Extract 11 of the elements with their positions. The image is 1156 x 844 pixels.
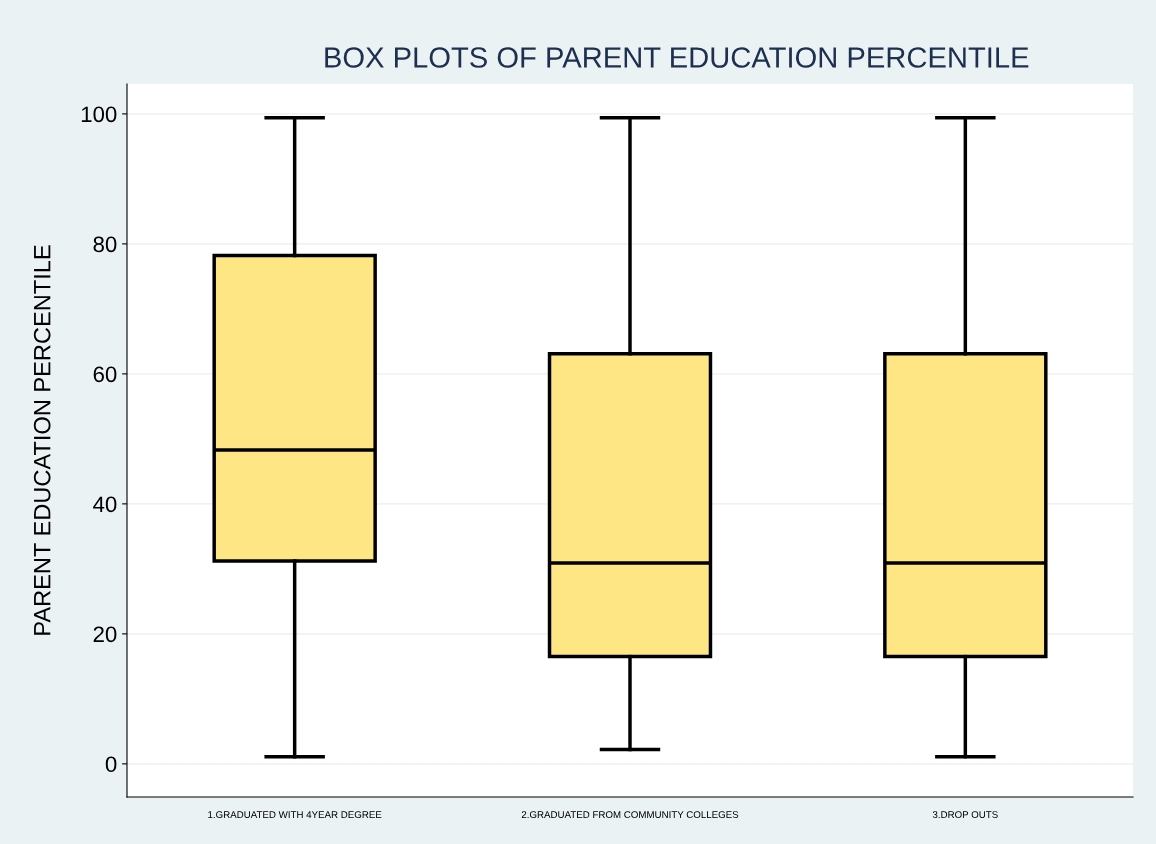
y-tick-label: 100 — [81, 106, 117, 123]
y-tick-label: 60 — [93, 366, 117, 383]
y-axis-title: PARENT EDUCATION PERCENTILE — [33, 245, 51, 635]
x-tick-label: 3.DROP OUTS — [932, 811, 998, 819]
y-tick-label: 0 — [105, 756, 117, 773]
y-tick-label: 20 — [93, 626, 117, 643]
y-tick-label: 80 — [93, 236, 117, 253]
chart-title: BOX PLOTS OF PARENT EDUCATION PERCENTILE — [325, 47, 1029, 68]
y-tick-label: 40 — [93, 496, 117, 513]
x-tick-label: 1.GRADUATED WITH 4YEAR DEGREE — [208, 811, 382, 819]
x-tick-label: 2.GRADUATED FROM COMMUNITY COLLEGES — [521, 811, 739, 819]
